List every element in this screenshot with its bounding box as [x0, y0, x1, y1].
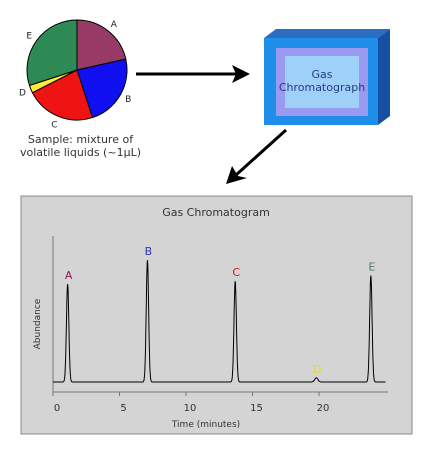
chromatograph-label-line2: Chromatograph [278, 81, 366, 94]
pie-label-b: B [125, 95, 131, 105]
instrument-window-inner [285, 56, 359, 108]
instrument-side-face [378, 29, 390, 125]
pie-label-a: A [111, 20, 118, 30]
chromatograph-label: Gas Chromatograph [276, 68, 368, 94]
pie-label-d: D [19, 89, 26, 99]
peak-label-b: B [145, 245, 153, 258]
pie-slice-e [26, 19, 78, 87]
peak-label-c: C [232, 266, 240, 279]
pie-slice-a [76, 19, 127, 71]
x-tick-label-5: 5 [120, 403, 126, 414]
sample-caption-line1: Sample: mixture of [27, 133, 134, 146]
chromatogram-trace [53, 260, 386, 383]
peak-label-a: A [65, 269, 73, 282]
chromatograph-label-line1: Gas [311, 68, 333, 81]
pie-slice-b [76, 58, 128, 119]
arrow-to-chromatograph [136, 65, 250, 83]
peak-label-d: D [313, 363, 321, 376]
y-axis-label: Abundance [33, 298, 43, 349]
x-tick-label-0: 0 [54, 403, 60, 414]
peak-label-e: E [368, 261, 375, 274]
instrument-top-face [264, 29, 390, 38]
sample-caption: Sample: mixture of volatile liquids (~1µ… [18, 133, 143, 159]
arrow-to-chromatogram [226, 128, 288, 184]
pie-label-c: C [51, 121, 57, 131]
chromatogram-plot: Gas Chromatogram Abundance 0 5 10 15 20 Time (m… [33, 206, 388, 430]
x-tick-label-20: 20 [317, 403, 330, 414]
x-axis-label: Time (minutes) [171, 420, 240, 430]
gas-chromatograph-box [264, 29, 390, 125]
chromatogram-title: Gas Chromatogram [162, 206, 270, 219]
chromatogram-panel [20, 195, 413, 435]
pie-label-e: E [26, 31, 32, 41]
pie-slice-c [31, 69, 94, 121]
x-tick-label-10: 10 [184, 403, 197, 414]
sample-caption-line2: volatile liquids (~1µL) [20, 146, 141, 159]
x-tick-label-15: 15 [250, 403, 263, 414]
sample-pie-chart: A B C D E [19, 19, 131, 131]
